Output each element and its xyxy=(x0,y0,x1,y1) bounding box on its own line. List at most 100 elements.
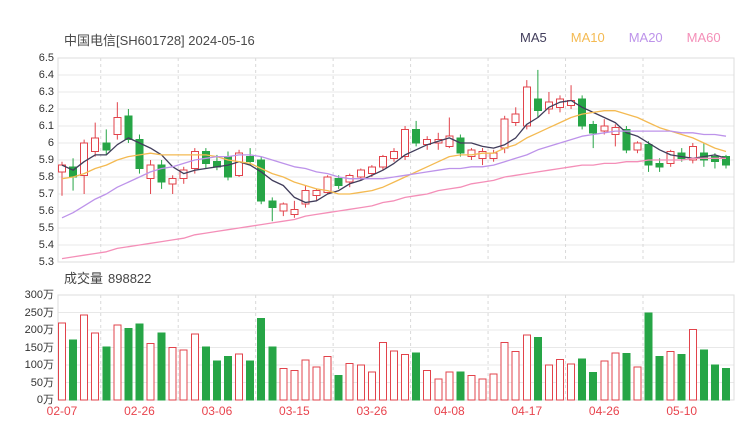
candlestick[interactable] xyxy=(622,128,631,151)
volume-bar[interactable] xyxy=(390,350,398,401)
candlestick[interactable] xyxy=(412,128,421,144)
candlestick[interactable] xyxy=(268,200,277,209)
volume-bar[interactable] xyxy=(135,323,144,401)
candlestick[interactable] xyxy=(323,176,332,193)
candlestick[interactable] xyxy=(511,113,520,124)
volume-bar[interactable] xyxy=(301,359,310,401)
candlestick[interactable] xyxy=(312,190,321,197)
volume-bar[interactable] xyxy=(412,352,421,401)
volume-bar[interactable] xyxy=(91,332,100,401)
volume-bar[interactable] xyxy=(456,371,465,401)
candlestick[interactable] xyxy=(301,190,310,205)
volume-bar[interactable] xyxy=(157,332,166,401)
candlestick[interactable] xyxy=(168,178,177,185)
volume-bar[interactable] xyxy=(146,342,155,401)
candlestick[interactable] xyxy=(246,156,255,163)
candlestick[interactable] xyxy=(113,117,122,135)
candlestick[interactable] xyxy=(467,149,476,158)
volume-bar[interactable] xyxy=(699,349,708,401)
candlestick[interactable] xyxy=(456,137,465,154)
volume-bar[interactable] xyxy=(334,375,343,401)
volume-bar[interactable] xyxy=(102,346,111,401)
volume-bar[interactable] xyxy=(224,356,232,401)
volume-bar[interactable] xyxy=(290,369,299,401)
volume-bar[interactable] xyxy=(578,358,587,401)
volume-bar[interactable] xyxy=(533,337,542,401)
candlestick[interactable] xyxy=(688,145,697,161)
candlestick[interactable] xyxy=(124,115,133,141)
volume-bar[interactable] xyxy=(246,360,255,401)
volume-bar[interactable] xyxy=(58,322,66,401)
volume-bar[interactable] xyxy=(567,363,576,401)
volume-bar[interactable] xyxy=(423,369,432,401)
volume-bar[interactable] xyxy=(467,375,476,401)
candlestick[interactable] xyxy=(157,164,166,183)
candlestick[interactable] xyxy=(102,142,111,151)
volume-bar[interactable] xyxy=(201,346,210,401)
candlestick[interactable] xyxy=(390,151,398,159)
volume-bar[interactable] xyxy=(722,368,730,401)
volume-bar[interactable] xyxy=(677,354,686,401)
candlestick[interactable] xyxy=(722,156,730,166)
candlestick[interactable] xyxy=(235,152,244,176)
candlestick[interactable] xyxy=(91,137,100,152)
candlestick[interactable] xyxy=(401,128,410,158)
legend-item-ma20[interactable]: MA20 xyxy=(628,30,663,45)
price-pane[interactable] xyxy=(57,57,735,263)
volume-bar[interactable] xyxy=(113,324,122,401)
volume-bar[interactable] xyxy=(611,352,620,401)
volume-bar[interactable] xyxy=(345,362,354,401)
volume-bar[interactable] xyxy=(688,328,697,401)
candlestick[interactable] xyxy=(644,144,653,166)
volume-bar[interactable] xyxy=(556,358,564,401)
volume-bar[interactable] xyxy=(544,364,553,401)
volume-bar[interactable] xyxy=(124,327,133,401)
volume-bar[interactable] xyxy=(633,366,642,401)
volume-bar[interactable] xyxy=(80,314,89,401)
volume-bar[interactable] xyxy=(589,371,598,401)
volume-bar[interactable] xyxy=(279,368,288,401)
candlestick[interactable] xyxy=(633,142,642,151)
candlestick[interactable] xyxy=(589,123,598,134)
volume-bar[interactable] xyxy=(511,351,520,401)
candlestick[interactable] xyxy=(334,178,343,186)
volume-bar[interactable] xyxy=(168,347,177,401)
candlestick[interactable] xyxy=(378,156,387,168)
volume-bar[interactable] xyxy=(378,341,387,401)
candlestick[interactable] xyxy=(600,125,609,132)
candlestick[interactable] xyxy=(533,98,542,112)
candlestick[interactable] xyxy=(522,86,531,127)
candlestick[interactable] xyxy=(367,166,376,175)
volume-bar[interactable] xyxy=(190,333,199,401)
volume-bar[interactable] xyxy=(257,317,266,401)
legend-item-ma10[interactable]: MA10 xyxy=(570,30,605,45)
candlestick[interactable] xyxy=(666,151,675,164)
volume-bar[interactable] xyxy=(622,352,631,401)
volume-bar[interactable] xyxy=(489,373,498,401)
volume-bar[interactable] xyxy=(235,353,244,401)
volume-bar[interactable] xyxy=(500,341,509,401)
volume-bar[interactable] xyxy=(600,360,609,401)
volume-bar[interactable] xyxy=(69,339,78,401)
candlestick[interactable] xyxy=(179,169,188,180)
candlestick[interactable] xyxy=(478,151,487,159)
volume-bar[interactable] xyxy=(445,371,454,401)
volume-bar[interactable] xyxy=(644,312,653,401)
candlestick[interactable] xyxy=(710,156,719,163)
candlestick[interactable] xyxy=(578,98,587,127)
volume-bar[interactable] xyxy=(268,346,277,401)
candlestick[interactable] xyxy=(489,152,498,159)
volume-bar[interactable] xyxy=(323,355,332,401)
candlestick[interactable] xyxy=(290,208,299,215)
volume-bar[interactable] xyxy=(434,378,443,401)
volume-bar[interactable] xyxy=(367,371,376,401)
volume-bar[interactable] xyxy=(478,378,487,401)
volume-bar[interactable] xyxy=(312,366,321,401)
volume-bar[interactable] xyxy=(401,354,410,401)
volume-bar[interactable] xyxy=(666,351,675,401)
volume-bar[interactable] xyxy=(179,349,188,401)
volume-bar[interactable] xyxy=(710,364,719,401)
candlestick[interactable] xyxy=(655,162,664,168)
candlestick[interactable] xyxy=(556,98,564,108)
